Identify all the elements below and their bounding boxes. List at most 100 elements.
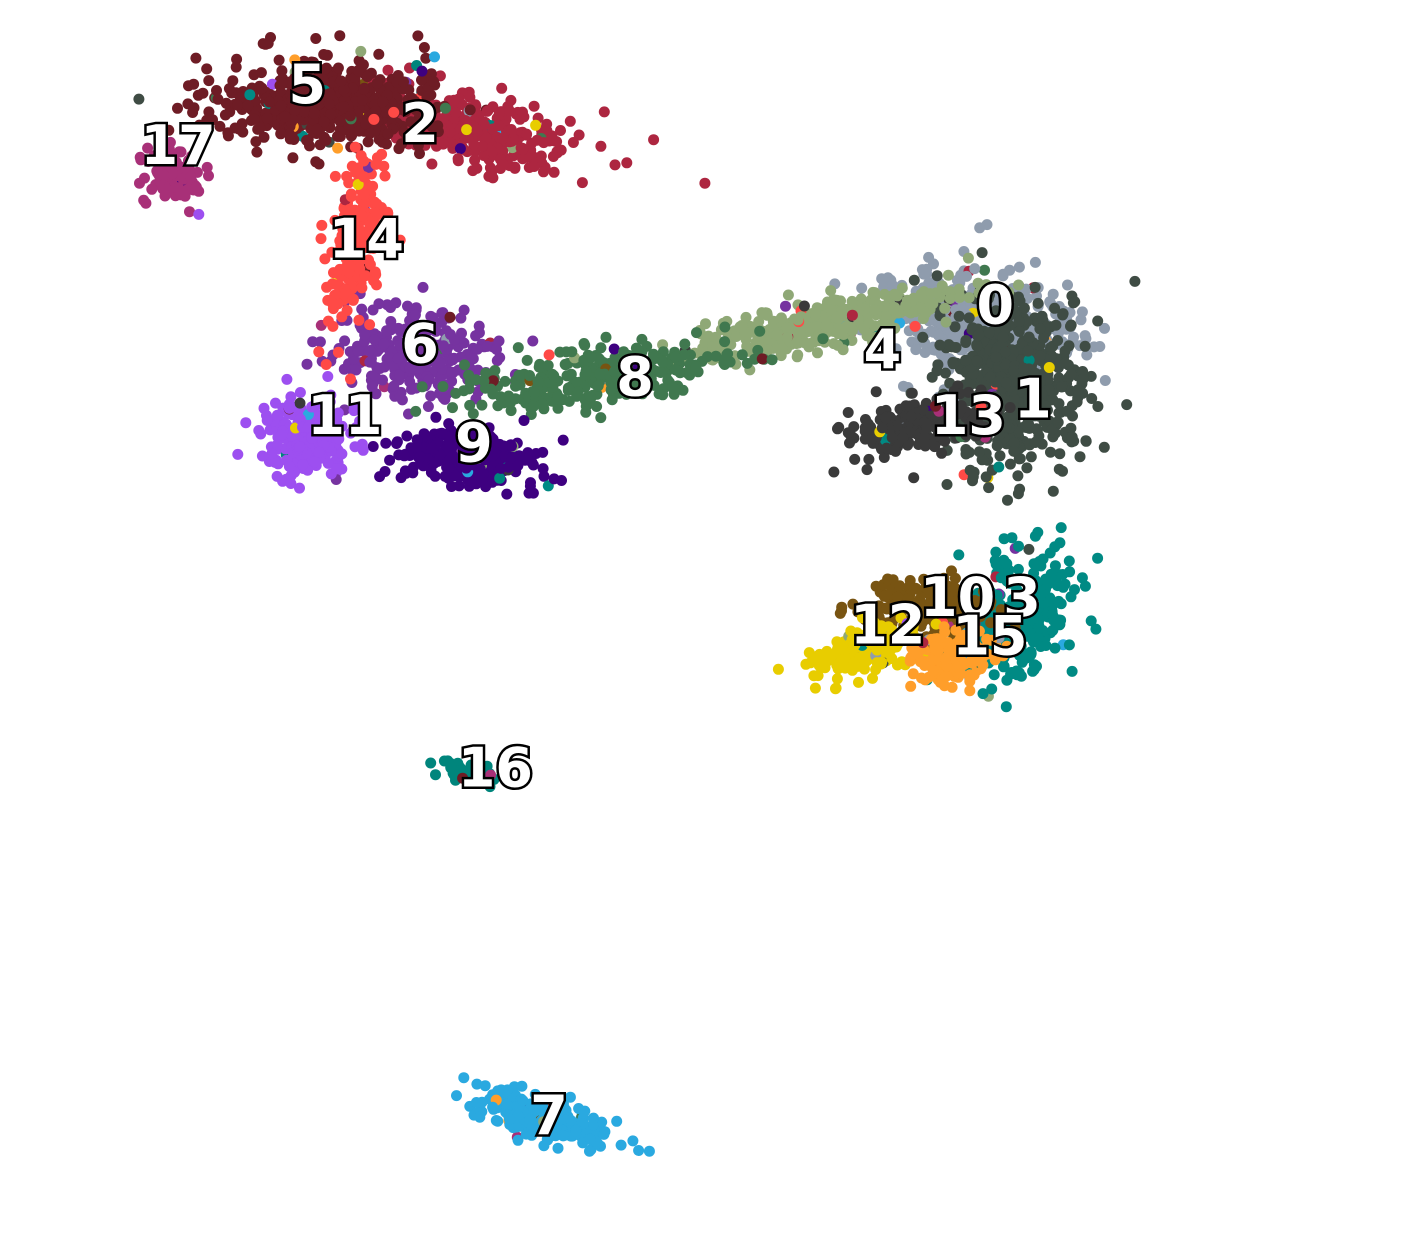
cluster-1-point	[940, 367, 951, 379]
cluster-1-point	[949, 321, 961, 333]
cluster-14-point	[320, 359, 332, 370]
cluster-1-point	[1034, 323, 1046, 335]
cluster-9-point	[400, 467, 412, 479]
cluster-5-point	[219, 109, 231, 121]
cluster-1-point	[971, 355, 983, 367]
cluster-1-point	[990, 351, 1002, 363]
cluster-11-point	[294, 387, 306, 398]
cluster-3-point	[1053, 618, 1065, 630]
cluster-13-point	[905, 411, 917, 422]
cluster-8-point	[528, 400, 539, 412]
cluster-1-point	[1067, 410, 1078, 422]
cluster-2-point	[461, 124, 473, 136]
cluster-1-point	[1021, 316, 1033, 327]
cluster-9-point	[430, 411, 442, 423]
cluster-7-point	[516, 1080, 528, 1092]
cluster-9-point	[443, 462, 455, 474]
cluster-2-point	[468, 138, 480, 150]
cluster-8-point	[543, 349, 555, 361]
cluster-6-point	[374, 362, 386, 374]
cluster-4-point	[936, 280, 948, 292]
cluster-6-point	[422, 401, 434, 412]
cluster-6-point	[378, 338, 390, 350]
cluster-1-point	[1025, 386, 1037, 398]
cluster-13-point	[861, 424, 872, 436]
cluster-8-point	[817, 333, 829, 345]
cluster-1-point	[999, 358, 1011, 370]
cluster-2-point	[530, 119, 542, 131]
cluster-2-point	[471, 162, 483, 174]
cluster-13-point	[920, 438, 931, 450]
cluster-8-point	[719, 321, 731, 333]
cluster-13-point	[876, 422, 888, 434]
cluster-2-point	[609, 159, 621, 171]
cluster-1-point	[1002, 494, 1013, 506]
cluster-4-point	[942, 269, 954, 281]
cluster-1-point	[993, 461, 1005, 473]
cluster-8-point	[690, 361, 702, 373]
cluster-2-point	[504, 105, 516, 117]
cluster-6-point	[445, 329, 456, 340]
cluster-3-point	[1049, 541, 1061, 553]
cluster-11-point	[297, 459, 309, 471]
cluster-11-point	[309, 456, 321, 468]
cluster-4-point	[846, 309, 858, 321]
cluster-4-point	[879, 288, 890, 300]
cluster-1-point	[973, 329, 985, 341]
cluster-5-point	[301, 134, 313, 146]
cluster-8-point	[605, 383, 617, 395]
cluster-0-point	[890, 343, 902, 355]
cluster-4-point	[798, 300, 810, 312]
cluster-3-point	[977, 688, 989, 700]
cluster-7-point	[474, 1111, 486, 1123]
cluster-5-point	[310, 33, 322, 44]
cluster-5-point	[275, 128, 287, 140]
cluster-7-point	[517, 1095, 529, 1107]
cluster-9-point	[512, 460, 524, 472]
cluster-3-point	[953, 549, 965, 561]
cluster-0-point	[1029, 256, 1041, 268]
cluster-11-point	[294, 397, 306, 409]
cluster-7-point	[627, 1135, 639, 1147]
cluster-7-point	[633, 1145, 645, 1156]
cluster-7-point	[499, 1086, 511, 1098]
cluster-6-point	[364, 356, 376, 368]
cluster-13-point	[863, 453, 875, 465]
cluster-1-point	[941, 479, 953, 490]
cluster-5-point	[287, 152, 299, 164]
cluster-1-point	[967, 471, 979, 483]
cluster-11-point	[322, 371, 334, 382]
cluster-1-point	[1004, 458, 1016, 470]
cluster-9-point	[426, 442, 438, 454]
cluster-1-point	[984, 289, 995, 301]
cluster-12-point	[807, 651, 819, 663]
cluster-8-point	[657, 356, 669, 368]
cluster-1-point	[1008, 437, 1020, 449]
cluster-1-point	[1056, 381, 1068, 392]
cluster-9-point	[557, 434, 569, 446]
cluster-4-point	[962, 252, 974, 264]
cluster-5-point	[232, 99, 244, 111]
cluster-8-point	[691, 327, 702, 339]
cluster-12-point	[831, 673, 843, 685]
cluster-5-point	[361, 71, 373, 83]
cluster-10-point	[836, 605, 847, 617]
cluster-8-point	[754, 325, 766, 337]
cluster-1-point	[1008, 393, 1020, 405]
cluster-7-point	[458, 1072, 470, 1084]
cluster-3-point	[1063, 555, 1075, 567]
cluster-8-point	[679, 338, 691, 350]
cluster-12-point	[818, 655, 830, 667]
cluster-4-point	[909, 320, 921, 332]
cluster-1-point	[999, 346, 1011, 358]
cluster-8-point	[559, 358, 571, 370]
cluster-0-point	[1062, 279, 1073, 291]
cluster-12-point	[848, 657, 860, 669]
cluster-2-point	[454, 143, 466, 155]
cluster-7-point	[492, 1115, 504, 1127]
cluster-0-point	[1068, 331, 1079, 343]
cluster-2-point	[547, 151, 559, 162]
cluster-1-point	[917, 331, 929, 343]
cluster-1-point	[996, 416, 1008, 428]
cluster-4-point	[953, 283, 965, 295]
